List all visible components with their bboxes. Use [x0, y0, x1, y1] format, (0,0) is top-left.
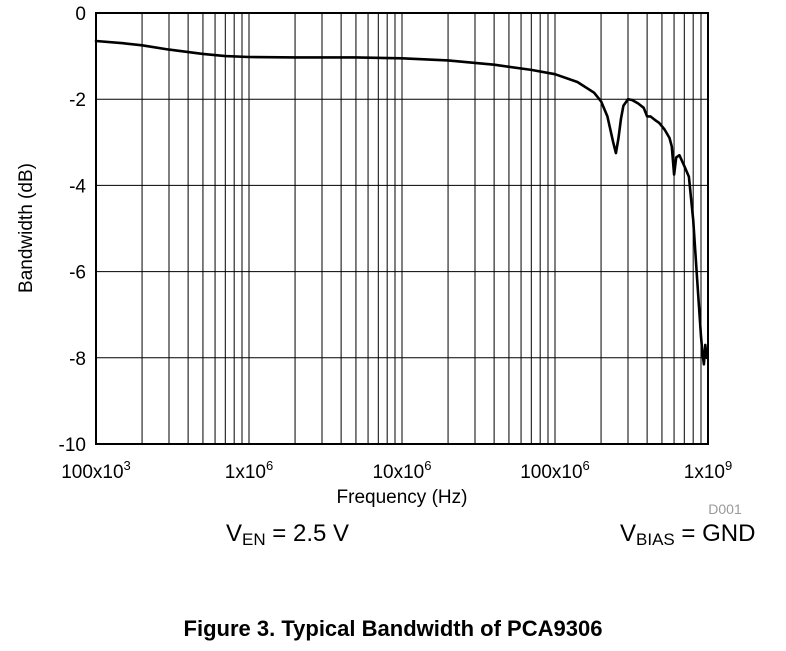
cond-left-value: = 2.5 V: [265, 520, 350, 547]
y-tick-label: -8: [69, 349, 86, 370]
bias-voltage-condition: VBIAS = GND: [620, 520, 755, 550]
cond-left-subscript: EN: [242, 530, 266, 549]
x-tick-label: 10x106: [372, 458, 431, 483]
y-tick-labels: 0 -2 -4 -6 -8 -10: [59, 4, 87, 456]
cond-left-prefix: V: [226, 520, 243, 547]
bandwidth-series-line: [94, 39, 709, 366]
enable-voltage-condition: VEN = 2.5 V: [226, 520, 349, 550]
figure-caption: Figure 3. Typical Bandwidth of PCA9306: [183, 616, 603, 641]
cond-right-subscript: BIAS: [636, 530, 675, 549]
x-tick-label: 1x109: [684, 458, 732, 483]
x-tick-labels: 100x103 1x106 10x106 100x106 1x109: [61, 458, 732, 483]
cond-right-value: = GND: [674, 520, 756, 547]
y-tick-label: -10: [59, 435, 86, 456]
x-tick-label: 1x106: [225, 458, 273, 483]
figure-code-label: D001: [708, 501, 742, 517]
y-tick-label: 0: [75, 4, 86, 25]
y-axis-title: Bandwidth (dB): [16, 163, 37, 293]
x-axis-title: Frequency (Hz): [337, 487, 468, 508]
y-tick-label: -6: [69, 263, 86, 284]
x-tick-label: 100x103: [61, 458, 131, 483]
x-tick-label: 100x106: [520, 458, 590, 483]
grid-lines: [95, 12, 708, 445]
y-tick-label: -4: [69, 176, 86, 197]
cond-right-prefix: V: [620, 520, 637, 547]
y-tick-label: -2: [69, 90, 86, 111]
series-lines: [94, 39, 709, 366]
plot-frame: [95, 12, 709, 445]
